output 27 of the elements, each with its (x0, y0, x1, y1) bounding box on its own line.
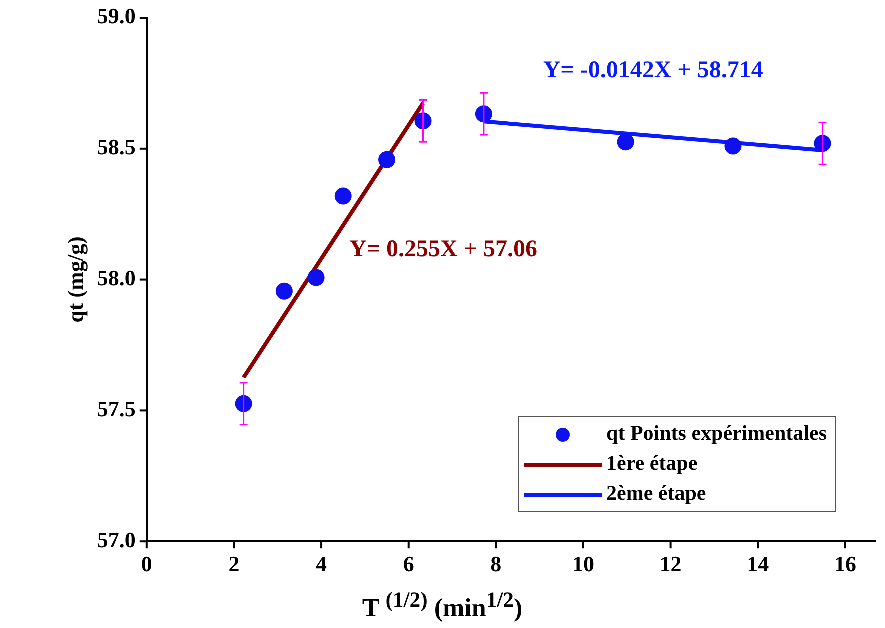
y-tick-label: 58.5 (97, 134, 136, 160)
legend-label: 2ème étape (606, 481, 706, 506)
y-tick-label: 57.0 (97, 527, 136, 552)
annotation: Y= -0.0142X + 58.714 (543, 57, 764, 84)
point (308, 269, 325, 286)
y-tick-label: 57.5 (97, 396, 136, 422)
x-tick-label: 10 (572, 551, 594, 576)
x-tick-label: 4 (316, 551, 328, 576)
legend-label: qt Points expérimentales (606, 421, 827, 446)
x-tick-label: 8 (490, 551, 502, 576)
legend-label: 1ère étape (606, 451, 698, 476)
x-tick-label: 2 (228, 551, 240, 576)
y-tick-label: 59.0 (97, 4, 136, 29)
point (276, 282, 293, 300)
y-axis-title: qt (mg/g) (62, 236, 88, 323)
point (334, 188, 352, 205)
point (378, 151, 396, 168)
x-axis-title: T $^{(1/2)}$ (min$^{1/2}$) (361, 588, 524, 624)
annotation: Y= 0.255X + 57.06 (350, 236, 538, 263)
x-tick-label: 14 (747, 551, 770, 576)
point (724, 138, 742, 155)
x-tick-label: 6 (403, 551, 414, 576)
x-tick-label: 0 (141, 551, 152, 576)
x-tick-label: 12 (660, 551, 682, 576)
point (617, 134, 634, 151)
x-tick-label: 16 (834, 551, 856, 576)
y-tick-label: 58.0 (97, 265, 136, 290)
